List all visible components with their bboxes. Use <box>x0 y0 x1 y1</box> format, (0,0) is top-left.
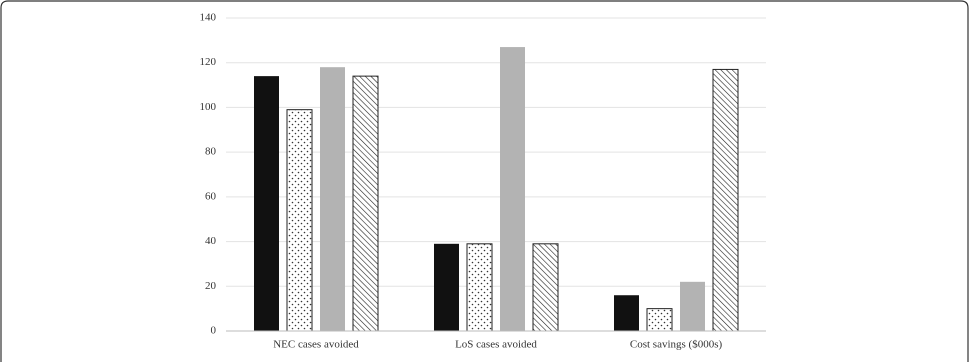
bar <box>352 75 379 332</box>
bar <box>680 281 705 331</box>
x-tick-label: Cost savings ($000s) <box>630 339 723 351</box>
bar <box>712 68 739 332</box>
bar <box>500 47 525 332</box>
y-tick-label: 20 <box>205 280 217 292</box>
y-tick-label: 100 <box>200 101 217 113</box>
bar <box>614 295 639 331</box>
bar <box>466 243 493 332</box>
bar <box>646 308 673 332</box>
x-tick-label: LoS cases avoided <box>455 339 537 351</box>
y-tick-label: 60 <box>205 190 217 202</box>
bar <box>286 109 313 332</box>
bar <box>434 243 459 331</box>
y-tick-label: 40 <box>205 235 217 247</box>
y-tick-label: 80 <box>205 146 217 158</box>
bar <box>254 76 279 331</box>
y-tick-label: 120 <box>200 56 217 68</box>
y-tick-label: 140 <box>200 12 217 24</box>
x-tick-label: NEC cases avoided <box>273 339 359 351</box>
bar <box>532 243 559 332</box>
bar <box>320 67 345 331</box>
y-tick-label: 0 <box>211 325 217 337</box>
